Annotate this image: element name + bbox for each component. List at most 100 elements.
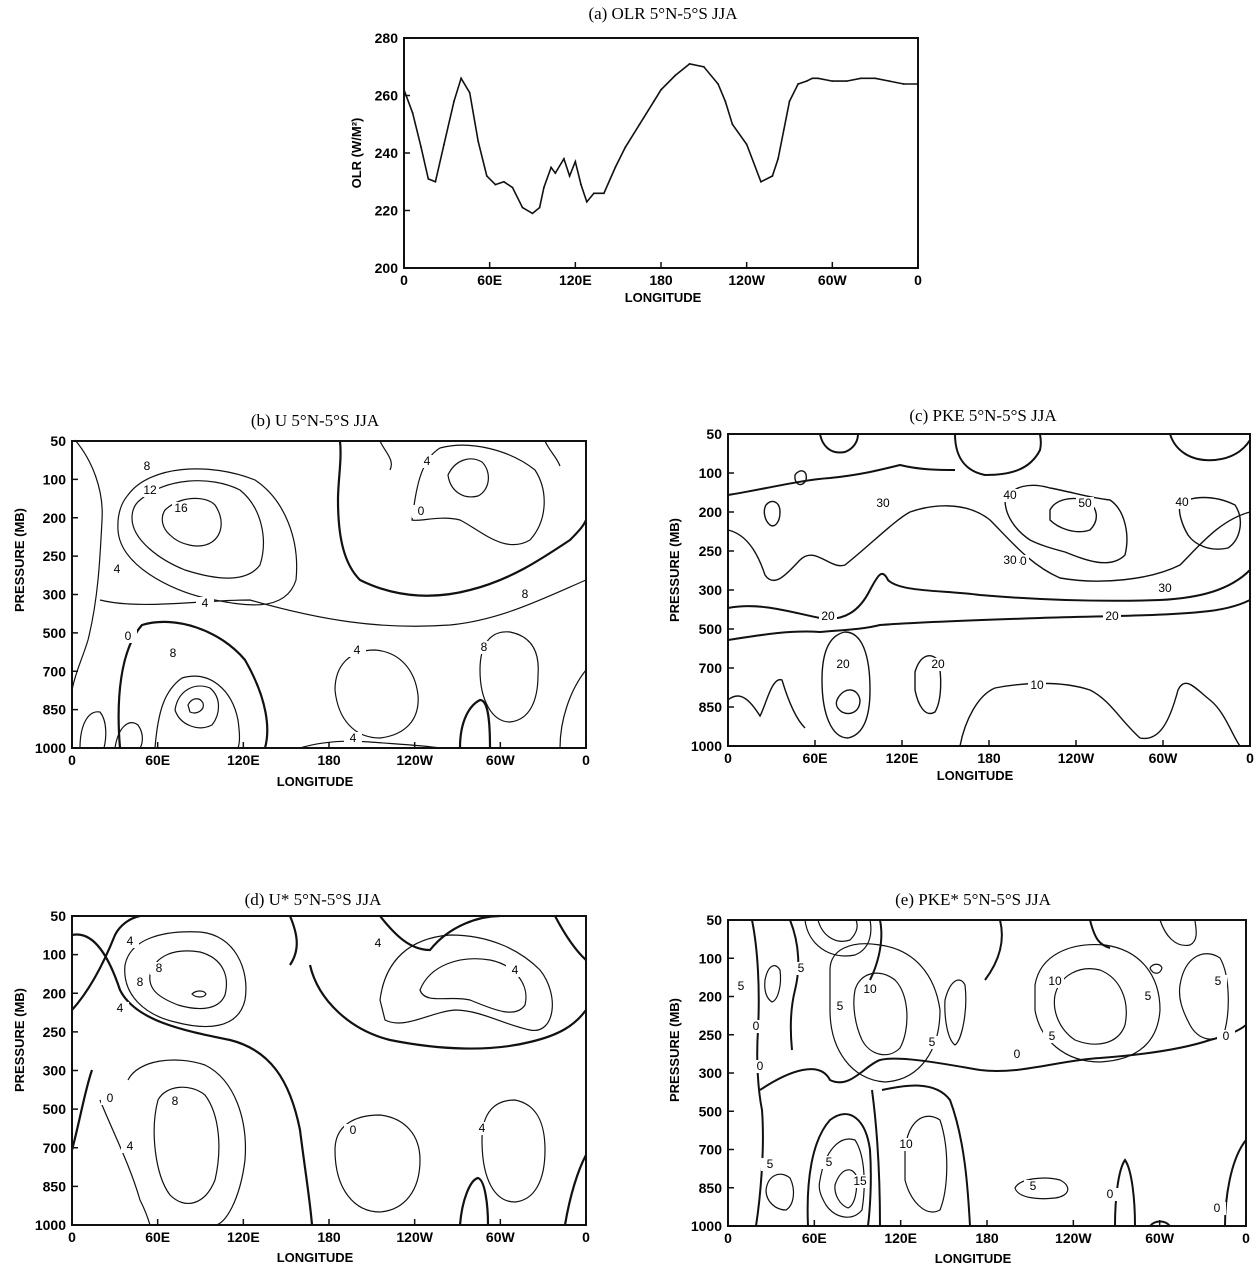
contour-line (1004, 484, 1128, 564)
contour-label-backdrop (121, 1140, 139, 1153)
olr-data-point (411, 111, 414, 114)
contour-line (984, 919, 1003, 981)
x-tick-label: 60E (803, 750, 828, 766)
contour-label: 5 (826, 1155, 833, 1169)
contour-label: 15 (853, 1174, 867, 1188)
y-tick-label: 50 (706, 426, 722, 442)
x-tick-label: 60E (145, 1229, 170, 1245)
contour-label-backdrop (834, 658, 852, 671)
x-tick-label: 60W (486, 752, 516, 768)
contour-label-backdrop (1046, 975, 1064, 988)
olr-data-point (538, 206, 541, 209)
contour-label: 8 (144, 459, 151, 473)
olr-data-point (731, 123, 734, 126)
panel-b-ylabel: PRESSURE (MB) (12, 508, 27, 612)
y-tick-label: 200 (43, 510, 67, 526)
contour-label-backdrop (119, 630, 137, 643)
contour-label: 4 (117, 1001, 124, 1015)
contour-label: 4 (114, 562, 121, 576)
contour-line (71, 439, 103, 691)
contour-label-backdrop (1217, 1030, 1235, 1043)
contour-line (1014, 1177, 1069, 1200)
olr-data-point (717, 83, 720, 85)
x-tick-label: 0 (68, 752, 76, 768)
contour-label: 4 (512, 963, 519, 977)
olr-data-point (592, 192, 595, 195)
contour-line (959, 682, 1241, 747)
contour-label-backdrop (369, 937, 387, 950)
contour-label: 4 (375, 936, 382, 950)
panel-c-title: (c) PKE 5°N-5°S JJA (909, 406, 1057, 425)
contour-line (904, 1115, 948, 1213)
x-tick-label: 120E (884, 1230, 917, 1246)
contour-label-backdrop (792, 962, 810, 975)
olr-data-point (585, 200, 588, 203)
contour-label-backdrop (1139, 990, 1157, 1003)
contour-line (1114, 1158, 1136, 1227)
olr-data-point (724, 100, 727, 103)
contour-line (818, 1138, 865, 1218)
olr-data-point (434, 180, 437, 183)
contour-label: 5 (738, 979, 745, 993)
y-tick-label: 50 (50, 433, 66, 449)
contour-label: 5 (1049, 1029, 1056, 1043)
contour-line (806, 1113, 872, 1227)
contour-label: 12 (143, 483, 157, 497)
y-tick-label: 500 (43, 1101, 67, 1117)
y-tick-label: 200 (43, 985, 67, 1001)
contour-line (727, 505, 1251, 582)
olr-data-point (674, 74, 677, 77)
olr-data-point (805, 80, 808, 83)
contour-label: 4 (202, 596, 209, 610)
contour-label: 0 (1214, 1201, 1221, 1215)
olr-data-point (503, 180, 505, 183)
y-tick-label: 220 (375, 203, 399, 219)
contour-label: 8 (481, 640, 488, 654)
olr-data-point (777, 157, 779, 160)
contour-label-backdrop (1156, 582, 1174, 595)
olr-data-point (788, 100, 791, 103)
contour-label: 10 (899, 1137, 913, 1151)
contour-label-backdrop (732, 980, 750, 993)
x-tick-label: 180 (317, 752, 341, 768)
panel-c-contours (727, 433, 1251, 747)
contour-label-backdrop (196, 597, 214, 610)
contour-label-backdrop (874, 497, 892, 510)
olr-data-point (745, 143, 748, 146)
contour-label: 8 (522, 587, 529, 601)
y-tick-label: 1000 (691, 738, 722, 754)
panel-d-ylabel: PRESSURE (MB) (12, 988, 27, 1092)
contour-label: 4 (127, 934, 134, 948)
contour-line (835, 689, 861, 715)
olr-data-point (427, 177, 430, 180)
contour-label-backdrop (1076, 497, 1094, 510)
y-tick-label: 100 (43, 471, 67, 487)
y-tick-label: 100 (699, 465, 723, 481)
contour-label-backdrop (761, 1158, 779, 1171)
contour-line (1178, 496, 1242, 550)
contour-label: 20 (931, 657, 945, 671)
olr-data-point (760, 180, 762, 183)
contour-line (821, 631, 871, 739)
contour-line (1178, 953, 1229, 1040)
olr-data-point (477, 140, 480, 143)
x-tick-label: 120E (227, 752, 260, 768)
panel-b-xlabel: LONGITUDE (277, 774, 354, 789)
panel-d-frame (71, 915, 587, 1226)
x-tick-label: 0 (68, 1229, 76, 1245)
olr-data-point (543, 186, 545, 189)
olr-data-point (443, 143, 445, 146)
contour-line (99, 1099, 151, 1226)
panel-e-contours (751, 919, 1247, 1227)
y-tick-label: 300 (699, 582, 723, 598)
x-tick-label: 0 (1246, 750, 1254, 766)
olr-data-point (831, 80, 834, 83)
contour-label: 5 (1145, 989, 1152, 1003)
contour-label-backdrop (348, 644, 366, 657)
contour-line (765, 1173, 795, 1211)
y-tick-label: 300 (43, 587, 67, 603)
contour-line (479, 631, 539, 723)
olr-series-line (403, 63, 918, 215)
contour-line (191, 990, 207, 998)
contour-line (149, 950, 227, 1010)
